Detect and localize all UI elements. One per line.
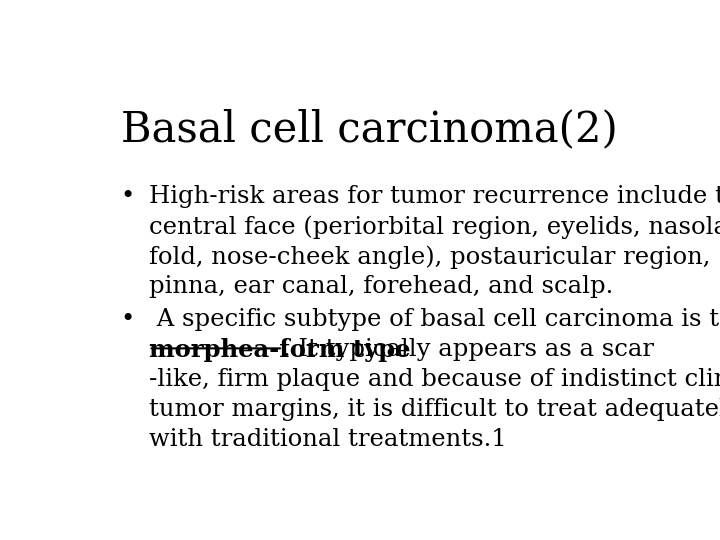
- Text: •: •: [121, 308, 135, 331]
- Text: morphea-form type: morphea-form type: [148, 338, 410, 362]
- Text: . It typically appears as a scar: . It typically appears as a scar: [283, 338, 654, 361]
- Text: pinna, ear canal, forehead, and scalp.: pinna, ear canal, forehead, and scalp.: [148, 275, 613, 298]
- Text: •: •: [121, 185, 135, 208]
- Text: central face (periorbital region, eyelids, nasolabial: central face (periorbital region, eyelid…: [148, 215, 720, 239]
- Text: with traditional treatments.1: with traditional treatments.1: [148, 428, 506, 451]
- Text: -like, firm plaque and because of indistinct clinical: -like, firm plaque and because of indist…: [148, 368, 720, 391]
- Text: tumor margins, it is difficult to treat adequately: tumor margins, it is difficult to treat …: [148, 398, 720, 421]
- Text: fold, nose-cheek angle), postauricular region,: fold, nose-cheek angle), postauricular r…: [148, 245, 710, 269]
- Text: High-risk areas for tumor recurrence include the: High-risk areas for tumor recurrence inc…: [148, 185, 720, 208]
- Text: Basal cell carcinoma(2): Basal cell carcinoma(2): [121, 109, 617, 151]
- Text: A specific subtype of basal cell carcinoma is the: A specific subtype of basal cell carcino…: [148, 308, 720, 331]
